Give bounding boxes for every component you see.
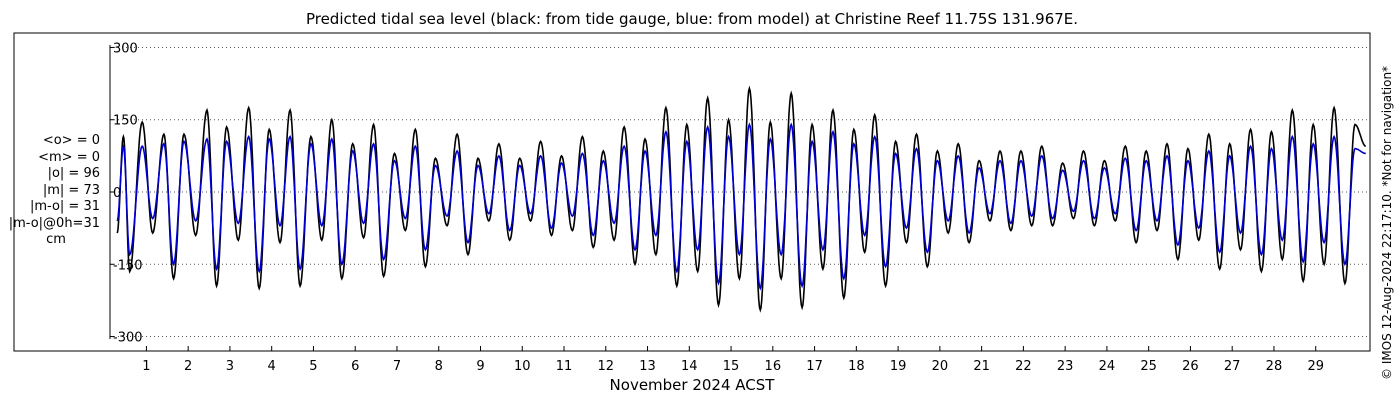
x-tick-label: 15 bbox=[723, 359, 740, 374]
x-tick-label: 7 bbox=[393, 359, 401, 374]
y-tick-label: -150 bbox=[113, 258, 143, 273]
y-tick-label: 0 bbox=[113, 186, 121, 201]
x-tick-label: 23 bbox=[1057, 359, 1074, 374]
x-tick-label: 18 bbox=[848, 359, 865, 374]
x-tick-label: 6 bbox=[351, 359, 359, 374]
x-tick-label: 3 bbox=[226, 359, 234, 374]
x-tick-label: 26 bbox=[1182, 359, 1199, 374]
x-tick-label: 28 bbox=[1266, 359, 1283, 374]
statistics-panel: <o> = 0 <m> = 0 |o| = 96 |m| = 73 |m-o| … bbox=[0, 133, 112, 249]
x-tick-label: 11 bbox=[556, 359, 573, 374]
stat-mean-observed: <o> = 0 bbox=[42, 133, 100, 148]
x-tick-label: 16 bbox=[765, 359, 782, 374]
x-tick-label: 13 bbox=[639, 359, 656, 374]
x-tick-label: 2 bbox=[184, 359, 192, 374]
credit-text: © IMOS 12-Aug-2024 22:17:10. *Not for na… bbox=[1380, 65, 1394, 380]
x-tick-label: 27 bbox=[1224, 359, 1241, 374]
stat-abs-observed: |o| = 96 bbox=[47, 166, 100, 181]
stat-abs-diff: |m-o| = 31 bbox=[29, 199, 100, 214]
series-line-tide-gauge bbox=[116, 85, 1366, 313]
y-tick-label: 150 bbox=[113, 114, 138, 129]
x-tick-label: 19 bbox=[890, 359, 907, 374]
x-tick-label: 8 bbox=[435, 359, 443, 374]
x-tick-label: 17 bbox=[806, 359, 823, 374]
stat-abs-model: |m| = 73 bbox=[42, 182, 100, 198]
x-tick-label: 12 bbox=[598, 359, 615, 374]
stat-mean-model: <m> = 0 bbox=[38, 149, 100, 165]
y-tick-label: 300 bbox=[113, 41, 138, 56]
x-axis-label: November 2024 ACST bbox=[610, 376, 776, 394]
plot-frame bbox=[13, 32, 1371, 352]
x-tick-label: 24 bbox=[1099, 359, 1116, 374]
chart-title: Predicted tidal sea level (black: from t… bbox=[305, 10, 1079, 28]
x-tick-label: 14 bbox=[681, 359, 698, 374]
x-tick-label: 9 bbox=[476, 359, 484, 374]
grid-layer bbox=[110, 46, 1370, 338]
stat-unit: cm bbox=[46, 232, 66, 247]
x-tick-label: 5 bbox=[309, 359, 317, 374]
x-tick-label: 20 bbox=[932, 359, 949, 374]
x-tick-label: 29 bbox=[1307, 359, 1324, 374]
x-tick-label: 10 bbox=[514, 359, 531, 374]
series-layer bbox=[116, 85, 1366, 313]
x-tick-label: 21 bbox=[973, 359, 990, 374]
y-tick-label: -300 bbox=[113, 331, 143, 346]
x-tick-label: 4 bbox=[268, 359, 276, 374]
x-tick-label: 1 bbox=[142, 359, 150, 374]
x-tick-label: 25 bbox=[1140, 359, 1157, 374]
stat-abs-diff-0h: |m-o|@0h=31 bbox=[8, 215, 100, 231]
series-line-model bbox=[116, 122, 1366, 291]
x-tick-label: 22 bbox=[1015, 359, 1032, 374]
credit-container: © IMOS 12-Aug-2024 22:17:10. *Not for na… bbox=[1376, 0, 1400, 400]
